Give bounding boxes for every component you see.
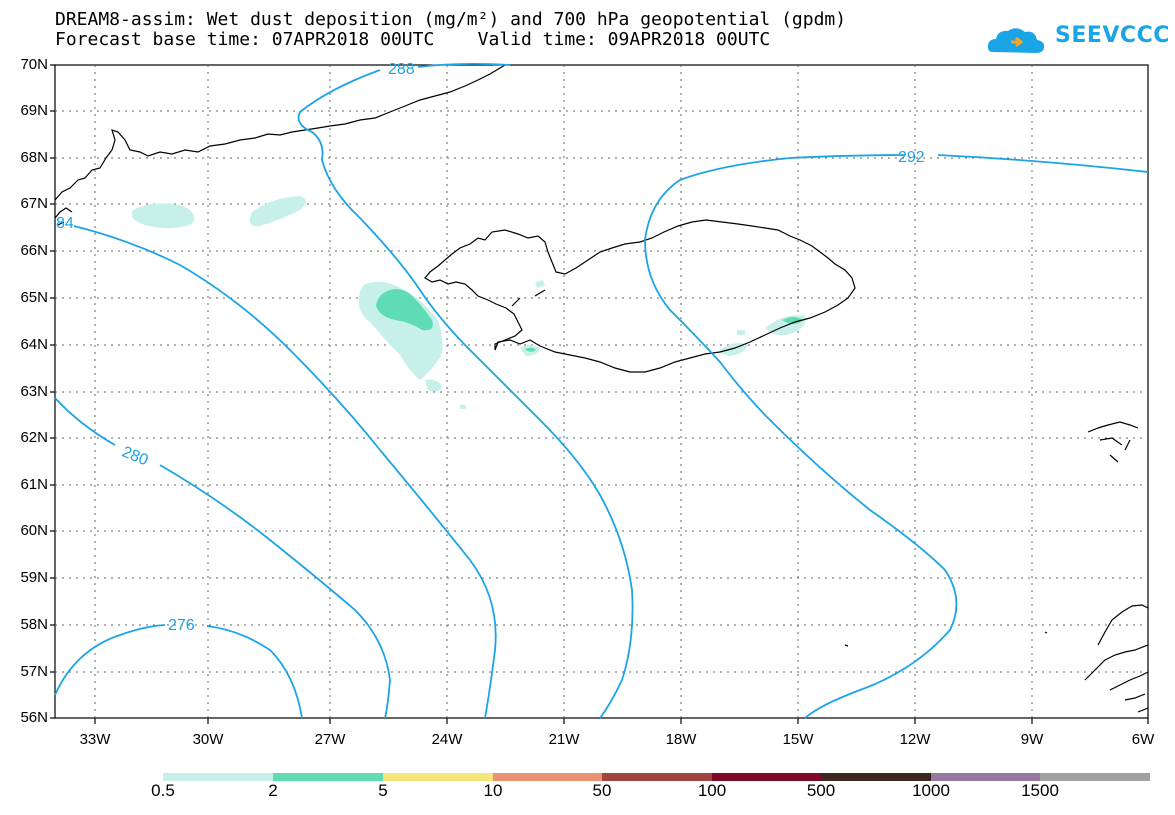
legend-label: 10 <box>483 781 503 800</box>
dust-area-light <box>425 379 442 392</box>
contour-label-292: 292 <box>898 149 925 166</box>
lon-label: 6W <box>1131 731 1155 748</box>
lat-label: 61N <box>20 476 48 493</box>
dust-area-light <box>737 330 745 335</box>
legend-swatch <box>931 773 1040 781</box>
lon-label: 9W <box>1020 731 1044 748</box>
lat-label: 60N <box>20 522 48 539</box>
dust-area-medium <box>376 288 433 331</box>
cloud-logo-icon <box>987 28 1045 53</box>
map-title-line1: DREAM8-assim: Wet dust deposition (mg/m²… <box>55 9 847 30</box>
lat-label: 68N <box>20 149 48 166</box>
contour-276 <box>54 624 303 719</box>
dust-area-light <box>535 280 545 288</box>
dust-area-medium <box>525 347 536 352</box>
contour-292-right <box>937 154 1149 173</box>
contour-292 <box>644 154 958 719</box>
dust-area-light <box>460 405 466 409</box>
tick-marks <box>50 64 1149 724</box>
contour-288 <box>297 69 634 719</box>
lon-label: 24W <box>431 731 463 748</box>
lat-label: 69N <box>20 102 48 119</box>
contour-284 <box>73 225 497 719</box>
faroe-coastline <box>1087 421 1139 463</box>
contour-280 <box>54 397 391 719</box>
lat-label: 66N <box>20 242 48 259</box>
lat-label: 70N <box>20 56 48 73</box>
scotland-coastline <box>1084 604 1149 701</box>
lat-label: 57N <box>20 663 48 680</box>
geopotential-contours <box>54 62 1149 719</box>
legend-label: 1000 <box>912 781 950 800</box>
lat-label: 62N <box>20 429 48 446</box>
iceland-coastline <box>424 219 856 373</box>
dust-area-light <box>131 203 195 229</box>
contour-label-280: 280 <box>119 444 150 470</box>
legend-label: 1500 <box>1021 781 1059 800</box>
legend-swatch <box>712 773 821 781</box>
lon-label: 30W <box>192 731 224 748</box>
legend-swatch <box>493 773 602 781</box>
legend-label: 0.5 <box>151 781 175 800</box>
lon-label: 18W <box>665 731 697 748</box>
contour-label-288: 288 <box>388 61 415 78</box>
lat-label: 64N <box>20 336 48 353</box>
legend-swatch <box>821 773 931 781</box>
dust-area-light <box>249 196 306 227</box>
legend-swatch <box>273 773 383 781</box>
lat-label: 67N <box>20 195 48 212</box>
lon-label: 15W <box>782 731 814 748</box>
contour-labels: 288 292 84 280 276 <box>56 61 925 634</box>
legend-label: 5 <box>378 781 388 800</box>
coastlines <box>54 64 1149 713</box>
lat-label: 58N <box>20 616 48 633</box>
contour-label-276: 276 <box>168 617 195 634</box>
dust-area-medium <box>782 317 803 324</box>
lon-label: 12W <box>899 731 931 748</box>
grid-lines <box>55 65 1148 718</box>
contour-label-84: 84 <box>56 215 74 232</box>
lon-label: 21W <box>548 731 580 748</box>
legend-swatch <box>163 773 273 781</box>
lon-label: 33W <box>79 731 111 748</box>
dust-deposition-areas <box>131 196 806 409</box>
logo-text: SEEVCCC <box>1055 23 1170 48</box>
lat-label: 59N <box>20 569 48 586</box>
legend-label: 50 <box>592 781 612 800</box>
legend-label: 100 <box>697 781 727 800</box>
lon-label: 27W <box>314 731 346 748</box>
lat-label: 56N <box>20 709 48 726</box>
lat-label: 65N <box>20 289 48 306</box>
legend-label: 2 <box>268 781 278 800</box>
legend-label: 500 <box>806 781 836 800</box>
legend-swatch <box>383 773 493 781</box>
map-title-line2: Forecast base time: 07APR2018 00UTC Vali… <box>55 29 771 50</box>
legend-swatch <box>602 773 712 781</box>
greenland-coastline <box>54 64 506 201</box>
contour-288-upper <box>417 62 511 68</box>
lat-label: 63N <box>20 383 48 400</box>
legend-colorbar <box>163 773 1150 781</box>
legend-swatch <box>1040 773 1150 781</box>
